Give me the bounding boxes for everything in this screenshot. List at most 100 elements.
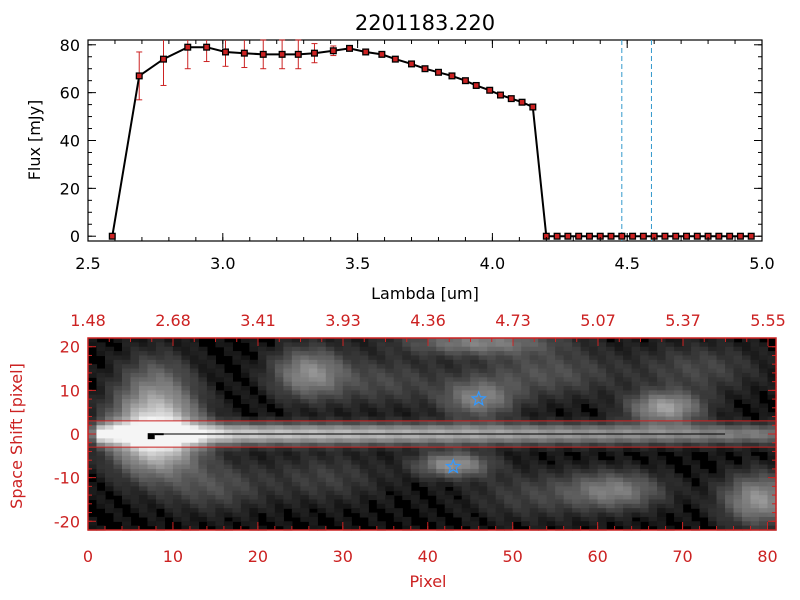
heatmap-x-tick-label: 40	[418, 547, 438, 566]
top-wavelength-tick-label: 4.73	[495, 311, 531, 330]
top-wavelength-tick-label: 5.37	[665, 311, 701, 330]
top-wavelength-tick-label: 5.07	[580, 311, 616, 330]
data-point	[294, 50, 302, 58]
top-wavelength-tick-label: 3.41	[240, 311, 276, 330]
error-bar	[160, 40, 167, 86]
y-tick-label: 60	[60, 84, 80, 103]
y-tick-label: 0	[70, 227, 80, 246]
heatmap-y-axis-label: Space Shift [pixel]	[7, 363, 26, 509]
data-point	[726, 232, 734, 240]
spectrum-plot: 2201183.220 2.5 3.0 3.5 4.0 4.5 5.0 0 20 40 60 80…	[25, 11, 775, 303]
data-point	[391, 55, 399, 63]
data-point	[736, 232, 744, 240]
spectrum-plot-area	[87, 39, 763, 242]
x-tick-label: 3.0	[210, 254, 235, 273]
data-point	[421, 65, 429, 73]
data-point	[310, 49, 318, 57]
heatmap-x-tick-label: 30	[333, 547, 353, 566]
data-point	[461, 77, 469, 85]
x-tick-label: 4.0	[480, 254, 505, 273]
data-point	[472, 81, 480, 89]
data-point	[434, 68, 442, 76]
data-point	[507, 95, 515, 103]
data-point	[629, 232, 637, 240]
x-tick-label: 4.5	[614, 254, 639, 273]
data-point	[486, 86, 494, 94]
data-point	[408, 60, 416, 68]
star-marker	[444, 458, 462, 474]
data-point	[203, 43, 211, 51]
data-point	[184, 43, 192, 51]
data-point	[672, 232, 680, 240]
heatmap-x-tick-label: 70	[672, 547, 692, 566]
heatmap-top-wavelength-ticks: 1.48 2.68 3.41 3.93 4.36 4.73 5.07 5.37 5.55	[70, 311, 786, 346]
data-point	[542, 232, 550, 240]
data-point	[715, 232, 723, 240]
x-tick-label: 2.5	[75, 254, 100, 273]
x-tick-label: 3.5	[345, 254, 370, 273]
data-point	[639, 232, 647, 240]
source-position-marker	[147, 433, 155, 440]
error-bar	[203, 40, 210, 63]
data-point	[346, 44, 354, 52]
spectrum-image-plot: 0 10 20 30 40 50 60 70 80 -20 -10 0 10 20 1.48 2.68 3.…	[7, 311, 786, 591]
data-point	[496, 91, 504, 99]
x-axis-label: Lambda [um]	[371, 284, 479, 303]
y-tick-label: 80	[60, 36, 80, 55]
heatmap-y-tick-label: -20	[54, 512, 80, 531]
star-marker	[470, 390, 487, 407]
spectrum-y-ticks: 0 20 40 60 80	[60, 36, 762, 246]
heatmap-y-tick-label: 20	[60, 338, 80, 357]
heatmap-x-axis-label: Pixel	[409, 572, 446, 591]
data-point	[259, 50, 267, 58]
data-point	[618, 232, 626, 240]
heatmap-y-ticks: -20 -10 0 10 20	[54, 337, 776, 531]
heatmap-x-tick-label: 10	[163, 547, 183, 566]
heatmap-x-tick-label: 0	[83, 547, 93, 566]
top-wavelength-tick-label: 4.36	[410, 311, 446, 330]
data-point	[108, 232, 116, 240]
heatmap-x-tick-label: 80	[757, 547, 777, 566]
y-tick-label: 40	[60, 132, 80, 151]
y-axis-label: Flux [mJy]	[25, 100, 44, 181]
data-point	[378, 50, 386, 58]
data-point	[607, 232, 615, 240]
data-point	[135, 72, 143, 80]
data-point	[278, 50, 286, 58]
data-point	[747, 232, 755, 240]
top-wavelength-tick-label: 2.68	[155, 311, 191, 330]
data-point	[683, 232, 691, 240]
data-point	[650, 232, 658, 240]
x-tick-label: 5.0	[749, 254, 774, 273]
top-wavelength-tick-label: 5.55	[750, 311, 786, 330]
flux-series-line	[111, 46, 752, 238]
data-point	[159, 55, 167, 63]
data-point	[704, 232, 712, 240]
data-point	[240, 49, 248, 57]
spectrum-x-ticks: 2.5 3.0 3.5 4.0 4.5 5.0	[75, 40, 775, 273]
data-point	[661, 232, 669, 240]
data-point	[564, 232, 572, 240]
top-wavelength-tick-label: 3.93	[325, 311, 361, 330]
chart-title: 2201183.220	[355, 11, 495, 35]
y-tick-label: 20	[60, 179, 80, 198]
data-point	[553, 232, 561, 240]
data-point	[693, 232, 701, 240]
heatmap-y-tick-label: 0	[70, 425, 80, 444]
heatmap-x-tick-label: 20	[248, 547, 268, 566]
data-point	[221, 48, 229, 56]
data-point	[448, 72, 456, 80]
data-point	[529, 103, 537, 111]
data-point	[596, 232, 604, 240]
data-point	[585, 232, 593, 240]
data-point	[518, 98, 526, 106]
data-point	[575, 232, 583, 240]
top-wavelength-tick-label: 1.48	[70, 311, 106, 330]
heatmap-x-ticks: 0 10 20 30 40 50 60 70 80	[83, 522, 778, 566]
heatmap-x-tick-label: 50	[503, 547, 523, 566]
heatmap-x-tick-label: 60	[587, 547, 607, 566]
heatmap-y-tick-label: 10	[60, 381, 80, 400]
data-point	[329, 47, 337, 55]
heatmap-y-tick-label: -10	[54, 469, 80, 488]
